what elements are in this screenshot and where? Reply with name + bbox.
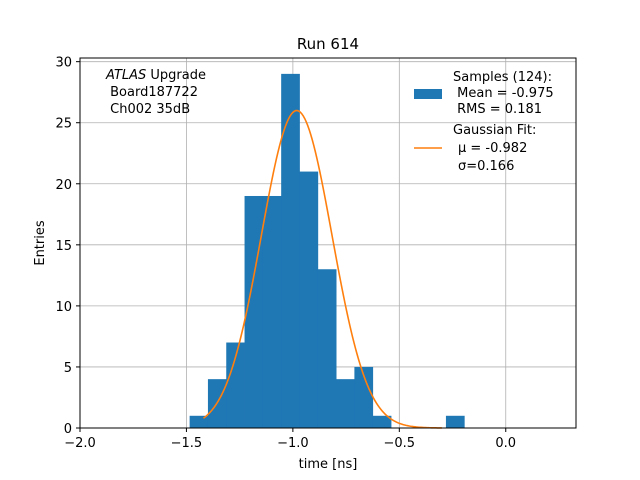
y-tick-label: 25 — [55, 117, 72, 132]
x-axis-ticks: −2.0 −1.5 −1.0 −0.5 0.0 — [64, 428, 516, 451]
histogram-bar — [189, 415, 209, 428]
plot-frame — [79, 57, 577, 429]
chart-title: Run 614 — [297, 35, 359, 53]
histogram-bar — [354, 366, 374, 428]
legend-fit-line-2: μ = -0.982 — [458, 141, 527, 156]
histogram-bar — [299, 171, 319, 428]
x-tick-label: 0.0 — [495, 436, 516, 451]
y-tick-label: 20 — [55, 178, 72, 193]
histogram-bar — [372, 415, 392, 428]
x-tick-label: −0.5 — [384, 436, 416, 451]
legend-fit-line-1: Gaussian Fit: — [453, 123, 536, 138]
x-axis-label: time [ns] — [299, 457, 358, 472]
legend-fit-line-3: σ=0.166 — [458, 159, 514, 174]
annotation-experiment: ATLAS — [105, 68, 146, 83]
histogram-bar — [262, 195, 282, 428]
y-tick-label: 15 — [55, 239, 72, 254]
legend-samples-line-3: RMS = 0.181 — [453, 102, 542, 117]
annotation-experiment-suffix: Upgrade — [146, 68, 206, 83]
histogram-bar — [336, 379, 355, 428]
legend: Samples (124): Mean = -0.975 RMS = 0.181… — [414, 70, 554, 174]
histogram-bar — [317, 269, 337, 428]
histogram-bars — [189, 73, 465, 429]
annotation-line-1: ATLAS Upgrade — [105, 68, 206, 83]
x-tick-label: −2.0 — [64, 436, 96, 451]
y-axis-label: Entries — [33, 220, 48, 266]
annotation-line-3: Ch002 35dB — [106, 102, 190, 117]
legend-samples-line-2: Mean = -0.975 — [453, 86, 554, 101]
y-tick-label: 5 — [64, 361, 72, 376]
atlas-annotation: ATLAS Upgrade Board187722 Ch002 35dB — [105, 68, 206, 117]
histogram-bar — [281, 73, 300, 429]
y-tick-label: 10 — [55, 300, 72, 315]
legend-samples-line-1: Samples (124): — [453, 70, 552, 85]
histogram-bar — [445, 415, 465, 428]
annotation-line-2: Board187722 — [106, 85, 198, 100]
x-tick-label: −1.5 — [171, 436, 203, 451]
y-axis-ticks: 0 5 10 15 20 25 30 — [55, 56, 80, 437]
histogram-bar — [226, 342, 245, 428]
legend-samples-swatch — [414, 89, 442, 99]
gaussian-fit-curve — [202, 109, 442, 429]
y-tick-label: 30 — [55, 56, 72, 71]
x-tick-label: −1.0 — [277, 436, 309, 451]
y-tick-label: 0 — [64, 422, 72, 437]
